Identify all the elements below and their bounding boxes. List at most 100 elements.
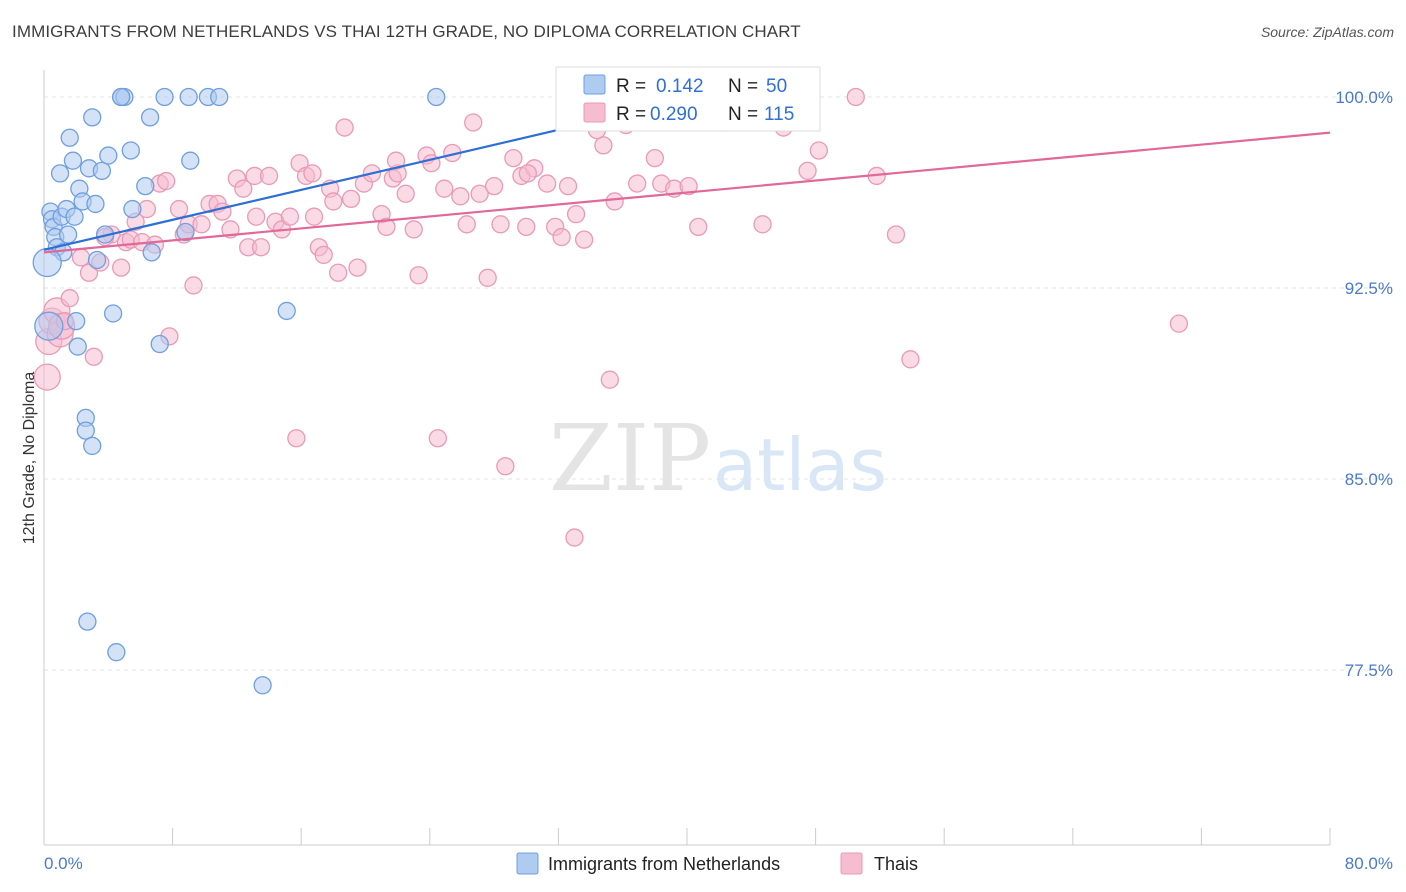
- legend-pink-r-label: R =: [616, 104, 646, 125]
- netherlands-point: [65, 207, 84, 226]
- netherlands-point: [60, 128, 79, 147]
- netherlands-point: [179, 87, 198, 107]
- netherlands-point: [78, 612, 97, 631]
- thais-point: [259, 166, 279, 186]
- thais-point: [552, 227, 571, 247]
- netherlands-point: [136, 176, 155, 196]
- thais-point: [60, 289, 79, 308]
- x-tick-label: 80.0%: [1345, 854, 1393, 873]
- netherlands-points: [32, 87, 446, 695]
- thais-point: [457, 215, 476, 234]
- thais-point: [84, 347, 103, 366]
- legend-pink-swatch: [583, 102, 606, 123]
- thais-point: [558, 176, 578, 196]
- thais-point: [251, 238, 271, 257]
- thais-point: [428, 429, 447, 448]
- thais-point: [192, 215, 211, 234]
- netherlands-point: [277, 301, 296, 321]
- thais-point: [605, 192, 624, 211]
- y-axis-title: 12th Grade, No Diploma: [21, 372, 38, 545]
- y-tick-label: 85.0%: [1345, 470, 1393, 489]
- netherlands-point: [63, 151, 83, 170]
- netherlands-point: [140, 108, 160, 127]
- chart-title: IMMIGRANTS FROM NETHERLANDS VS THAI 12TH…: [12, 22, 801, 41]
- thais-point: [470, 184, 489, 203]
- thais-point: [574, 230, 594, 249]
- netherlands-point: [68, 337, 87, 356]
- thais-point: [71, 248, 91, 267]
- thais-point: [396, 184, 415, 203]
- netherlands-point: [86, 194, 105, 214]
- axes: [43, 70, 1331, 846]
- thais-point: [213, 202, 232, 221]
- legend-blue-n-value: 50: [766, 76, 787, 97]
- legend-pink-n-label: N =: [728, 104, 758, 125]
- thais-point: [314, 245, 333, 265]
- thais-point: [33, 363, 61, 391]
- thais-point: [324, 192, 343, 211]
- thais-point: [386, 151, 406, 170]
- legend-pink-r-value: 0.290: [650, 104, 698, 125]
- netherlands-trendline: [43, 113, 623, 251]
- thais-point: [303, 164, 322, 183]
- thais-point: [504, 148, 523, 168]
- thais-point: [234, 179, 253, 198]
- netherlands-point: [181, 151, 200, 170]
- netherlands-point: [50, 164, 70, 183]
- legend-blue-r-value: 0.142: [656, 76, 704, 97]
- thais-point: [377, 217, 396, 237]
- watermark-atlas: atlas: [713, 423, 887, 507]
- netherlands-point: [107, 643, 126, 662]
- bottom-legend-blue-label: Immigrants from Netherlands: [548, 854, 780, 874]
- thais-point: [478, 268, 497, 287]
- thais-point: [518, 164, 538, 183]
- netherlands-point: [142, 243, 161, 262]
- correlation-legend: R = 0.142 N = 50 R = 0.290 N = 115: [555, 66, 821, 132]
- netherlands-point: [99, 146, 118, 165]
- netherlands-point: [83, 436, 102, 456]
- y-tick-label: 92.5%: [1345, 279, 1393, 298]
- thais-point: [517, 217, 536, 237]
- thais-point: [169, 199, 189, 219]
- thais-point: [798, 161, 817, 181]
- netherlands-point: [427, 87, 446, 107]
- thais-point: [484, 176, 504, 196]
- netherlands-point: [150, 334, 169, 354]
- watermark-zip: ZIP: [549, 405, 711, 512]
- thais-point: [280, 207, 300, 226]
- thais-point: [491, 215, 510, 234]
- x-tick-label: 0.0%: [44, 854, 83, 873]
- bottom-legend-pink-label: Thais: [874, 854, 918, 874]
- thais-point: [566, 204, 586, 224]
- legend-blue-r-label: R =: [616, 76, 646, 97]
- netherlands-point: [83, 108, 102, 127]
- thais-point: [901, 350, 920, 369]
- legend-blue-n-label: N =: [728, 76, 758, 97]
- thais-point: [689, 217, 708, 237]
- netherlands-point: [155, 87, 174, 107]
- thais-trendline: [43, 131, 1331, 254]
- netherlands-point: [87, 250, 107, 270]
- thais-point: [1169, 314, 1189, 333]
- thais-point: [600, 370, 619, 389]
- thais-point: [753, 215, 772, 234]
- netherlands-point: [67, 311, 86, 331]
- thais-point: [645, 148, 664, 168]
- thais-point: [247, 207, 266, 226]
- thais-point: [846, 87, 865, 107]
- thais-point: [565, 528, 584, 547]
- bottom-legend-blue-swatch: [516, 852, 539, 875]
- thais-point: [341, 189, 361, 209]
- thais-point: [304, 207, 324, 226]
- netherlands-point: [123, 199, 142, 219]
- netherlands-point: [103, 304, 123, 323]
- thais-point: [329, 263, 348, 282]
- thais-point: [435, 179, 454, 198]
- thais-point: [809, 141, 828, 160]
- thais-point: [404, 220, 423, 239]
- y-tick-label: 77.5%: [1345, 661, 1393, 680]
- x-tick-labels: 0.0% 80.0%: [44, 854, 1393, 873]
- netherlands-point: [121, 141, 140, 160]
- thais-point: [348, 258, 367, 277]
